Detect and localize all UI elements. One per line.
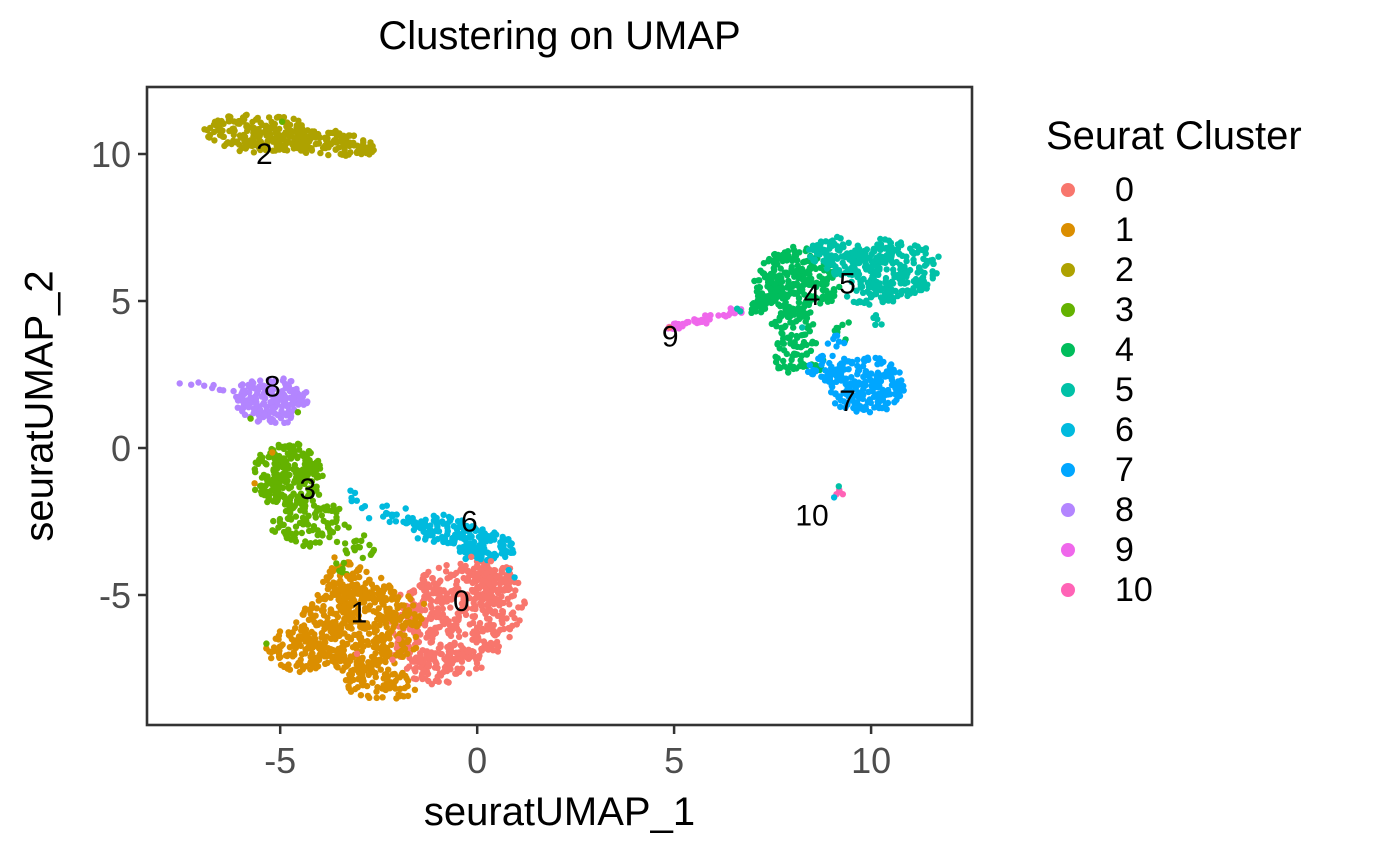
chart-title: Clustering on UMAP xyxy=(378,14,741,58)
legend-item-6: 6 xyxy=(1046,410,1386,450)
cluster-label-1: 1 xyxy=(351,597,368,630)
legend-items: 0 1 2 3 4 5 6 7 8 9 10 xyxy=(1046,170,1386,610)
legend-key-dot xyxy=(1061,503,1075,517)
legend-key-dot xyxy=(1061,423,1075,437)
legend-item-4: 4 xyxy=(1046,330,1386,370)
cluster-7-points xyxy=(804,332,907,416)
legend-item-8: 8 xyxy=(1046,490,1386,530)
cluster-8-points xyxy=(176,375,311,426)
legend-key-label: 9 xyxy=(1115,531,1134,569)
x-axis-title: seuratUMAP_1 xyxy=(423,790,696,834)
legend-item-7: 7 xyxy=(1046,450,1386,490)
legend-item-9: 9 xyxy=(1046,530,1386,570)
cluster-label-8: 8 xyxy=(264,370,281,403)
cluster-6-points xyxy=(347,487,517,564)
cluster-3-points xyxy=(251,440,378,578)
cluster-label-4: 4 xyxy=(804,279,821,312)
y-axis-title: seuratUMAP_2 xyxy=(17,270,62,542)
legend-title: Seurat Cluster xyxy=(1046,114,1302,158)
legend-item-3: 3 xyxy=(1046,290,1386,330)
legend-key-dot xyxy=(1061,303,1075,317)
cluster-label-5: 5 xyxy=(839,267,856,300)
legend-item-10: 10 xyxy=(1046,570,1386,610)
x-tick-label: 0 xyxy=(467,740,487,781)
x-tick-label: 5 xyxy=(664,740,684,781)
stray-points xyxy=(247,118,842,663)
legend-item-0: 0 xyxy=(1046,170,1386,210)
legend-key-label: 7 xyxy=(1115,451,1134,489)
legend-key-label: 6 xyxy=(1115,411,1134,449)
x-tick-label: 10 xyxy=(851,740,891,781)
legend-key-label: 8 xyxy=(1115,491,1134,529)
x-tick-label: -5 xyxy=(264,740,296,781)
scatter-points xyxy=(176,111,942,702)
cluster-label-2: 2 xyxy=(256,138,273,171)
legend-key-label: 10 xyxy=(1115,571,1153,609)
legend: Seurat Cluster 0 1 2 3 4 5 6 7 8 9 10 xyxy=(1046,112,1386,610)
legend-item-5: 5 xyxy=(1046,370,1386,410)
cluster-label-6: 6 xyxy=(461,506,478,539)
cluster-label-10: 10 xyxy=(795,500,828,533)
legend-item-2: 2 xyxy=(1046,250,1386,290)
legend-key-label: 5 xyxy=(1115,371,1134,409)
cluster-label-7: 7 xyxy=(839,385,856,418)
legend-key-dot xyxy=(1061,263,1075,277)
legend-key-label: 1 xyxy=(1115,211,1134,249)
y-tick-label: 0 xyxy=(111,428,131,469)
legend-key-dot xyxy=(1061,343,1075,357)
legend-key-label: 4 xyxy=(1115,331,1134,369)
cluster-label-3: 3 xyxy=(299,473,316,506)
y-tick-label: 5 xyxy=(111,281,131,322)
legend-key-dot xyxy=(1061,183,1075,197)
cluster-1-points xyxy=(263,559,425,702)
legend-item-1: 1 xyxy=(1046,210,1386,250)
legend-key-dot xyxy=(1061,543,1075,557)
y-tick-label: 10 xyxy=(91,134,131,175)
legend-key-dot xyxy=(1061,583,1075,597)
cluster-label-9: 9 xyxy=(662,320,679,353)
cluster-2-points xyxy=(201,111,377,159)
legend-key-dot xyxy=(1061,463,1075,477)
legend-key-dot xyxy=(1061,223,1075,237)
legend-key-dot xyxy=(1061,383,1075,397)
cluster-label-0: 0 xyxy=(453,585,470,618)
panel-border xyxy=(145,85,974,727)
legend-key-label: 2 xyxy=(1115,251,1134,289)
legend-key-label: 0 xyxy=(1115,171,1134,209)
y-tick-label: -5 xyxy=(99,575,131,616)
cluster-5-points xyxy=(805,233,942,328)
legend-key-label: 3 xyxy=(1115,291,1134,329)
